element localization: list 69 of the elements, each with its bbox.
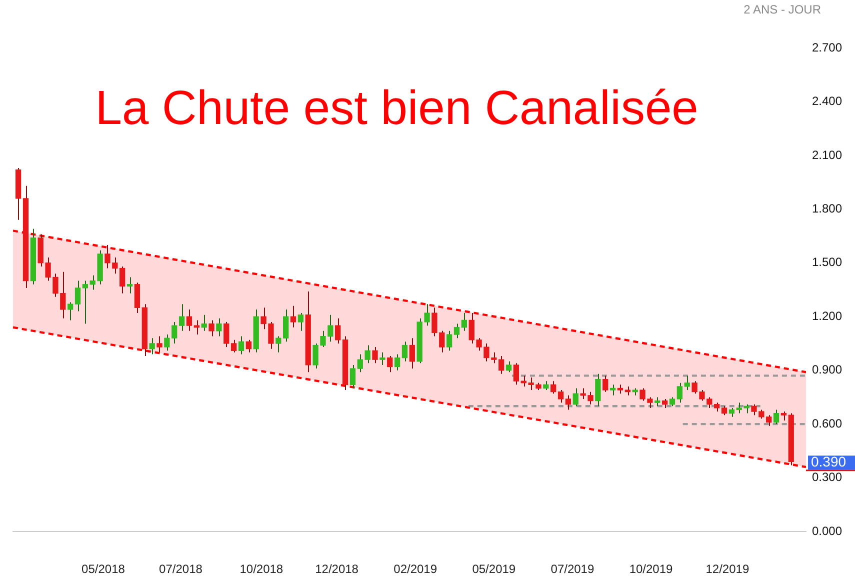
y-tick-label: 0.600 xyxy=(812,416,842,430)
candlestick xyxy=(216,318,222,337)
candlestick xyxy=(684,375,690,391)
x-tick-label: 12/2019 xyxy=(706,562,750,576)
candlestick xyxy=(67,302,74,321)
y-tick-label: 2.400 xyxy=(812,94,842,108)
candlestick xyxy=(380,352,386,366)
candlestick xyxy=(766,414,772,426)
text: 2 ANS - JOUR xyxy=(744,2,822,16)
candlestick xyxy=(186,308,192,332)
candlestick xyxy=(558,390,564,404)
candlestick xyxy=(550,380,556,394)
candlestick xyxy=(595,373,601,407)
y-tick-label: 2.700 xyxy=(812,40,842,54)
candlestick xyxy=(208,320,214,337)
candlestick xyxy=(238,336,244,355)
x-tick-label: 12/2018 xyxy=(315,562,359,576)
candlestick xyxy=(149,338,155,355)
candlestick xyxy=(74,280,81,312)
candlestick xyxy=(276,336,282,353)
candlestick xyxy=(461,312,467,332)
candlestick xyxy=(290,305,296,328)
y-tick-label: 1.800 xyxy=(812,201,842,216)
x-tick-label: 05/2018 xyxy=(82,562,126,576)
candlestick xyxy=(224,321,230,348)
candlestick xyxy=(178,304,185,332)
candlestick xyxy=(201,314,207,332)
candlestick xyxy=(506,360,512,373)
candlestick xyxy=(409,338,415,370)
candlestick xyxy=(402,341,408,362)
candlestick xyxy=(387,356,393,373)
text: La Chute est bien Canalisée xyxy=(95,82,698,136)
candlestick xyxy=(156,336,162,353)
y-tick-label: 2.100 xyxy=(812,148,842,162)
candlestick xyxy=(194,320,200,336)
y-tick-label: 0.900 xyxy=(812,362,842,377)
x-tick-label: 07/2019 xyxy=(550,562,594,576)
candlestick xyxy=(513,362,520,386)
y-tick-label: 1.500 xyxy=(812,255,842,270)
candlestick xyxy=(446,330,452,352)
candlestick xyxy=(246,339,252,353)
candlestick xyxy=(350,364,356,389)
candlestick xyxy=(126,276,133,294)
candlestick xyxy=(230,339,237,353)
candlestick xyxy=(572,388,578,407)
candlestick xyxy=(676,382,682,404)
x-tick-label: 05/2019 xyxy=(472,562,516,576)
candlestick xyxy=(602,375,608,392)
x-tick-label: 10/2018 xyxy=(240,562,284,576)
candlestick xyxy=(773,409,780,425)
candlestick xyxy=(335,318,341,344)
candlestick xyxy=(610,384,616,396)
candlestick xyxy=(565,394,572,410)
candlestick xyxy=(454,323,460,339)
candlestick xyxy=(134,282,140,314)
x-tick-label: 02/2019 xyxy=(394,562,438,576)
candlestick xyxy=(372,346,378,364)
y-tick-label: 0.000 xyxy=(812,524,842,538)
candlestick xyxy=(120,266,126,294)
candlestick xyxy=(394,354,400,371)
candlestick xyxy=(282,308,289,342)
annotation: 0.390 xyxy=(811,454,846,470)
x-tick-label: 07/2018 xyxy=(159,562,203,576)
y-tick-label: 1.200 xyxy=(812,308,842,323)
candlestick xyxy=(298,312,304,332)
x-tick-label: 10/2019 xyxy=(629,562,674,576)
candlestick xyxy=(498,356,504,374)
y-tick-label: 0.300 xyxy=(812,470,842,484)
candlestick xyxy=(82,280,88,324)
